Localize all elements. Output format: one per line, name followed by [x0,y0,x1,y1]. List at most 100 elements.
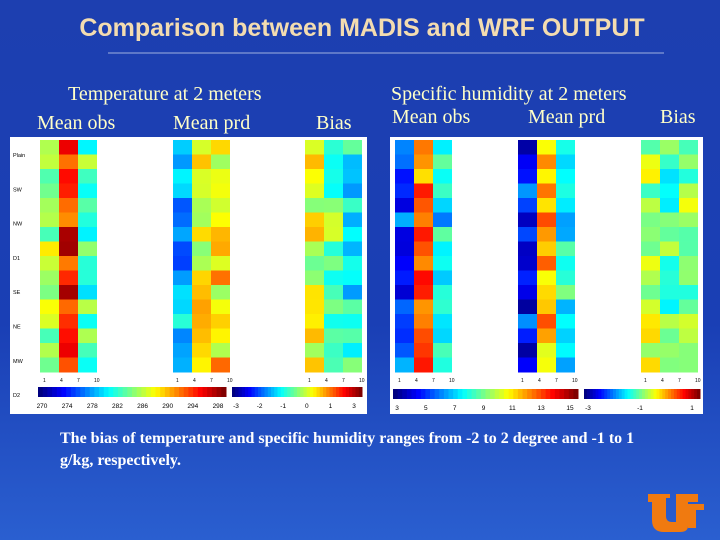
x-tick-label: 10 [94,378,100,384]
x-tick-label: 1 [521,378,524,384]
heatmap-cell [641,299,660,315]
heatmap-cell [679,285,698,300]
colorbar-label: -1 [637,405,643,412]
heatmap-cell [324,212,343,228]
column-label: Mean obs [392,106,471,128]
heatmap-cell [556,328,575,344]
colorbar-cell [402,389,408,399]
heatmap-cell [192,241,211,257]
heatmap-cell [641,357,660,373]
heatmap-cell [518,270,537,286]
heatmap-cell [211,183,230,199]
heatmap-cell [40,227,59,242]
heatmap-cell [556,154,575,170]
colorbar-cell [676,389,681,399]
colorbar-label: 3 [395,405,399,412]
colorbar-cell [326,387,330,397]
colorbar-cell [610,389,614,399]
heatmap-cell [40,314,59,329]
heatmap-cell [518,299,537,315]
colorbar-cell [584,389,588,399]
colorbar-label: 5 [424,405,428,412]
column-label: Bias [316,112,352,134]
logo [648,494,704,532]
heatmap-cell [414,299,433,315]
colorbar-cell [665,389,669,399]
x-tick-label: 7 [342,378,345,384]
heatmap-cell [537,343,556,358]
heatmap-cell [518,357,537,373]
heatmap-cell [211,169,230,184]
heatmap-cell [324,198,343,213]
colorbar-cell [471,389,477,399]
colorbar-cell [439,389,445,399]
heatmap-cell [173,285,192,300]
colorbar-cell [188,387,194,397]
heatmap-cell [343,328,362,344]
heatmap-cell [660,183,679,199]
colorbar-cell [613,389,617,399]
heatmap-cell [40,241,59,257]
heatmap-cell [537,183,556,199]
heatmap-cell [343,299,362,315]
heatmap-cell [641,328,660,344]
x-tick-label: 1 [176,378,179,384]
heatmap-cell [40,212,59,228]
colorbar-cell [179,387,185,397]
heatmap-cell [173,270,192,286]
heatmap-cell [343,227,362,242]
heatmap-cell [537,256,556,271]
heatmap-cell [556,198,575,213]
colorbar-cell [197,387,203,397]
heatmap-cell [343,256,362,271]
heatmap-cell [395,270,414,286]
colorbar-cell [671,389,675,399]
x-tick-label: 7 [678,378,681,384]
row-label: NW [13,222,23,228]
colorbar-cell [416,389,422,399]
colorbar-cell [202,387,208,397]
heatmap-cell [324,270,343,286]
colorbar-cell [254,387,259,397]
heatmap-cell [40,343,59,358]
heatmap-cell [433,140,452,155]
colorbar-cell [146,387,152,397]
colorbar-cell [235,387,239,397]
colorbar-label: 7 [453,405,457,412]
colorbar-cell [80,387,86,397]
heatmap-cell [173,154,192,170]
heatmap-cell [518,154,537,170]
colorbar-cell [601,389,605,399]
colorbar-cell [85,387,91,397]
heatmap-cell [414,154,433,170]
heatmap-cell [556,256,575,271]
heatmap-cell [192,212,211,228]
heatmap-cell [395,285,414,300]
heatmap-cell [305,154,324,170]
heatmap-cell [324,256,343,271]
colorbar-cell [293,387,298,397]
heatmap-cell [395,357,414,373]
colorbar-label: -2 [257,403,263,410]
colorbar-label: 294 [187,403,198,410]
heatmap-cell [537,198,556,213]
heatmap-cell [324,314,343,329]
heatmap-cell [537,357,556,373]
colorbar-cell [183,387,189,397]
heatmap-cell [641,241,660,257]
colorbar-label: 270 [37,403,48,410]
colorbar-cell [280,387,285,397]
colorbar-cell [287,387,291,397]
colorbar-cell [691,389,695,399]
colorbar-cell [448,389,454,399]
colorbar-cell [653,389,657,399]
colorbar-cell [536,389,542,399]
heatmap-cell [641,183,660,199]
heatmap-cell [192,357,211,373]
heatmap-cell [395,198,414,213]
colorbar-cell [550,389,556,399]
row-label: SW [13,187,23,193]
colorbar-label: 1 [329,403,333,410]
heatmap-cell [192,169,211,184]
colorbar-cell [332,387,337,397]
